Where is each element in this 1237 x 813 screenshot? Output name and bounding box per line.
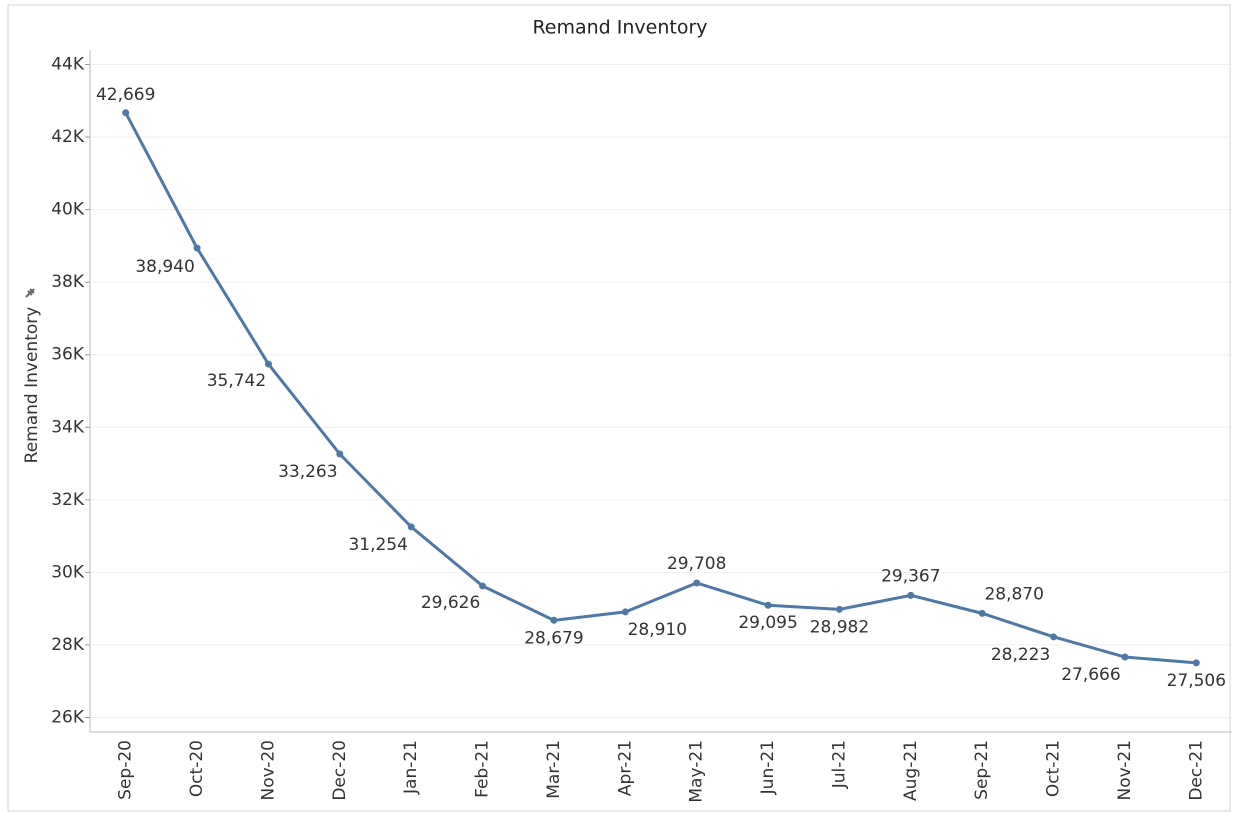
y-tick-label: 32K [51,490,85,510]
x-tick-label: Jan-21 [401,740,421,795]
x-tick-label: Nov-21 [1115,740,1135,801]
point [193,244,201,252]
data-label: 27,506 [1167,671,1226,691]
x-tick-label: May-21 [687,740,707,803]
y-tick-label: 42K [51,127,85,147]
pin-icon [25,288,35,298]
x-tick-label: Aug-21 [901,740,921,801]
data-label: 31,254 [348,535,407,555]
line [124,112,1197,665]
point [479,582,487,590]
y-axis-label: Remand Inventory [22,307,42,464]
y-tick-label: 40K [51,200,85,220]
x-tick-label: Oct-21 [1044,740,1064,797]
x-tick-label: Nov-20 [258,740,278,801]
data-label: 28,223 [991,645,1050,665]
data-label: 42,669 [96,85,155,105]
point [264,360,272,368]
data-label: 28,982 [810,617,869,637]
x-tick-label: Jun-21 [758,740,778,795]
point [693,579,701,587]
point [122,109,130,117]
point [336,450,344,458]
data-label: 29,626 [421,593,480,613]
point [907,591,915,599]
x-tick-label: Sep-20 [116,740,136,800]
x-tick-label: Apr-21 [615,740,635,796]
data-label: 29,367 [881,566,940,586]
y-tick-label: 44K [51,55,85,75]
frame [7,4,1231,812]
point [407,523,415,531]
data-label: 28,910 [628,620,687,640]
y-tick-label: 34K [51,417,85,437]
x-tick-label: Jul-21 [829,740,849,789]
point [1050,633,1058,641]
point [1192,659,1200,667]
data-label: 28,679 [524,628,583,648]
data-label: 29,095 [738,613,797,633]
point [1121,653,1129,661]
y-tick-label: 38K [51,272,85,292]
data-label: 33,263 [278,462,337,482]
point [978,609,986,617]
y-tick-label: 28K [51,635,85,655]
y-tick-label: 26K [51,707,85,727]
y-tick-label: 36K [51,345,85,365]
data-label: 29,708 [667,554,726,574]
data-label: 38,940 [135,257,194,277]
point [764,601,772,609]
chart-title: Remand Inventory [532,17,707,39]
x-tick-label: Oct-20 [187,740,207,797]
point [835,605,843,613]
y-tick-label: 30K [51,562,85,582]
point [621,608,629,616]
data-label: 28,870 [984,584,1043,604]
x-tick-label: Mar-21 [544,740,564,799]
x-tick-label: Dec-20 [330,740,350,801]
data-label: 27,666 [1061,665,1120,685]
x-tick-label: Sep-21 [972,740,992,800]
x-tick-label: Dec-21 [1186,740,1206,801]
x-tick-label: Feb-21 [473,740,493,798]
data-label: 35,742 [207,371,266,391]
point [550,616,558,624]
